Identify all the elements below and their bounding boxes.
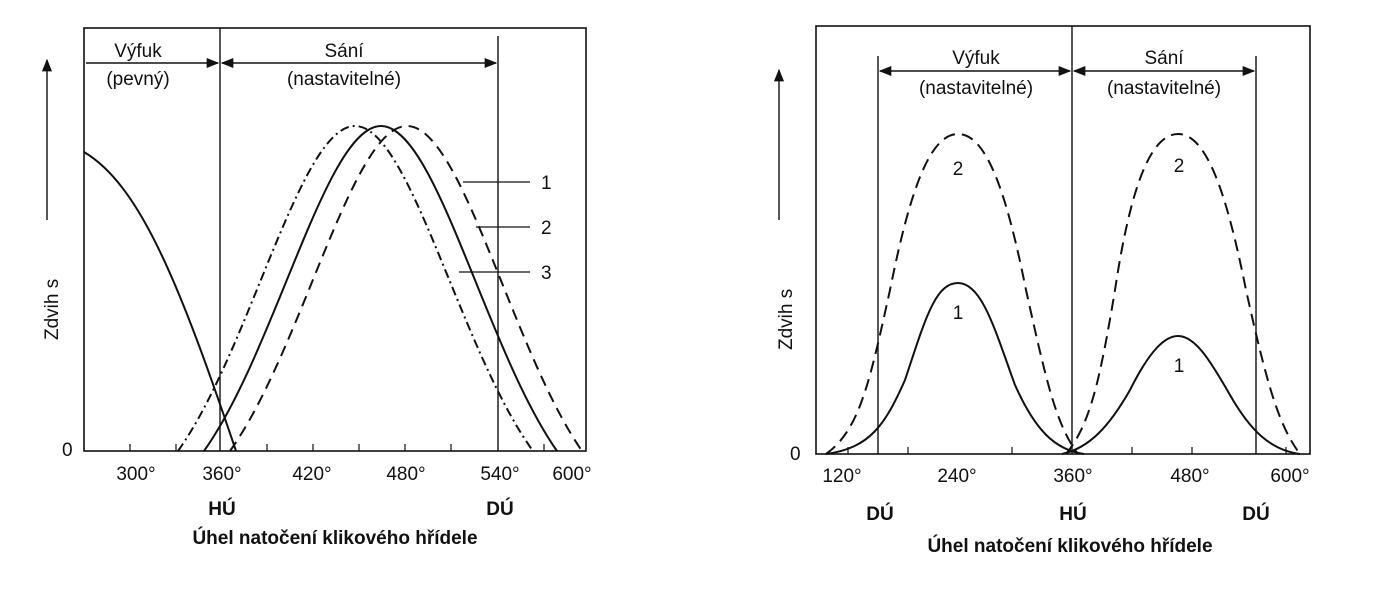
left-zero-label: 0 [62, 440, 73, 461]
left-chart: Zdvih s 0 Výfuk (pevný) Sání (nastavitel… [41, 27, 592, 549]
left-curve-1 [177, 124, 534, 452]
left-curve-label-1: 1 [541, 173, 552, 194]
left-curve-2 [203, 124, 558, 452]
right-curve-2b [1065, 132, 1301, 455]
right-xtick-label: 600° [1270, 466, 1309, 487]
right-curve-2a [825, 132, 1079, 455]
right-marker-du2: DÚ [1242, 503, 1269, 525]
right-curve-label-2b: 2 [1174, 156, 1185, 177]
right-curve-label-1b: 1 [1174, 356, 1185, 377]
left-xtick-label: 300° [116, 464, 155, 485]
left-ylabel: Zdvih s [42, 279, 63, 340]
right-ylabel: Zdvih s [776, 289, 797, 350]
right-xtick-label: 360° [1053, 466, 1092, 487]
right-zero-label: 0 [790, 444, 801, 465]
left-xlabel: Úhel natočení klikového hřídele [192, 527, 477, 549]
left-xtick-label: 480° [386, 464, 425, 485]
left-curve-label-3: 3 [541, 263, 552, 284]
right-region-exhaust-sub: (nastavitelné) [919, 78, 1033, 99]
left-region-exhaust-sub: (pevný) [106, 69, 169, 90]
right-curve-1b [1061, 334, 1301, 455]
left-region-intake-sub: (nastavitelné) [287, 69, 401, 90]
left-curve-exhaust [83, 151, 237, 452]
right-marker-hu: HÚ [1059, 503, 1086, 525]
right-xtick-label: 480° [1170, 466, 1209, 487]
left-curve-3 [229, 124, 583, 452]
right-curve-1a [825, 281, 1085, 455]
right-region-exhaust: Výfuk [952, 48, 1000, 69]
left-xtick-label: 360° [202, 464, 241, 485]
left-xtick-label: 420° [292, 464, 331, 485]
right-region-intake: Sání [1144, 48, 1184, 69]
left-marker-du: DÚ [486, 498, 513, 520]
right-region-intake-sub: (nastavitelné) [1107, 78, 1221, 99]
right-curve-label-1a: 1 [953, 303, 964, 324]
left-region-intake: Sání [324, 41, 364, 62]
left-xtick-label: 540° [480, 464, 519, 485]
right-xtick-label: 120° [822, 466, 861, 487]
right-marker-du1: DÚ [866, 503, 893, 525]
left-xtick-label: 600° [552, 464, 591, 485]
right-xlabel: Úhel natočení klikového hřídele [927, 535, 1212, 557]
left-region-exhaust: Výfuk [114, 41, 162, 62]
right-chart: Zdvih s 0 Výfuk (nastavitelné) Sání (nas… [773, 25, 1311, 557]
left-curve-label-2: 2 [541, 218, 552, 239]
left-plot-frame [83, 27, 587, 452]
left-marker-hu: HÚ [208, 498, 235, 520]
right-curve-label-2a: 2 [953, 159, 964, 180]
right-xtick-label: 240° [937, 466, 976, 487]
